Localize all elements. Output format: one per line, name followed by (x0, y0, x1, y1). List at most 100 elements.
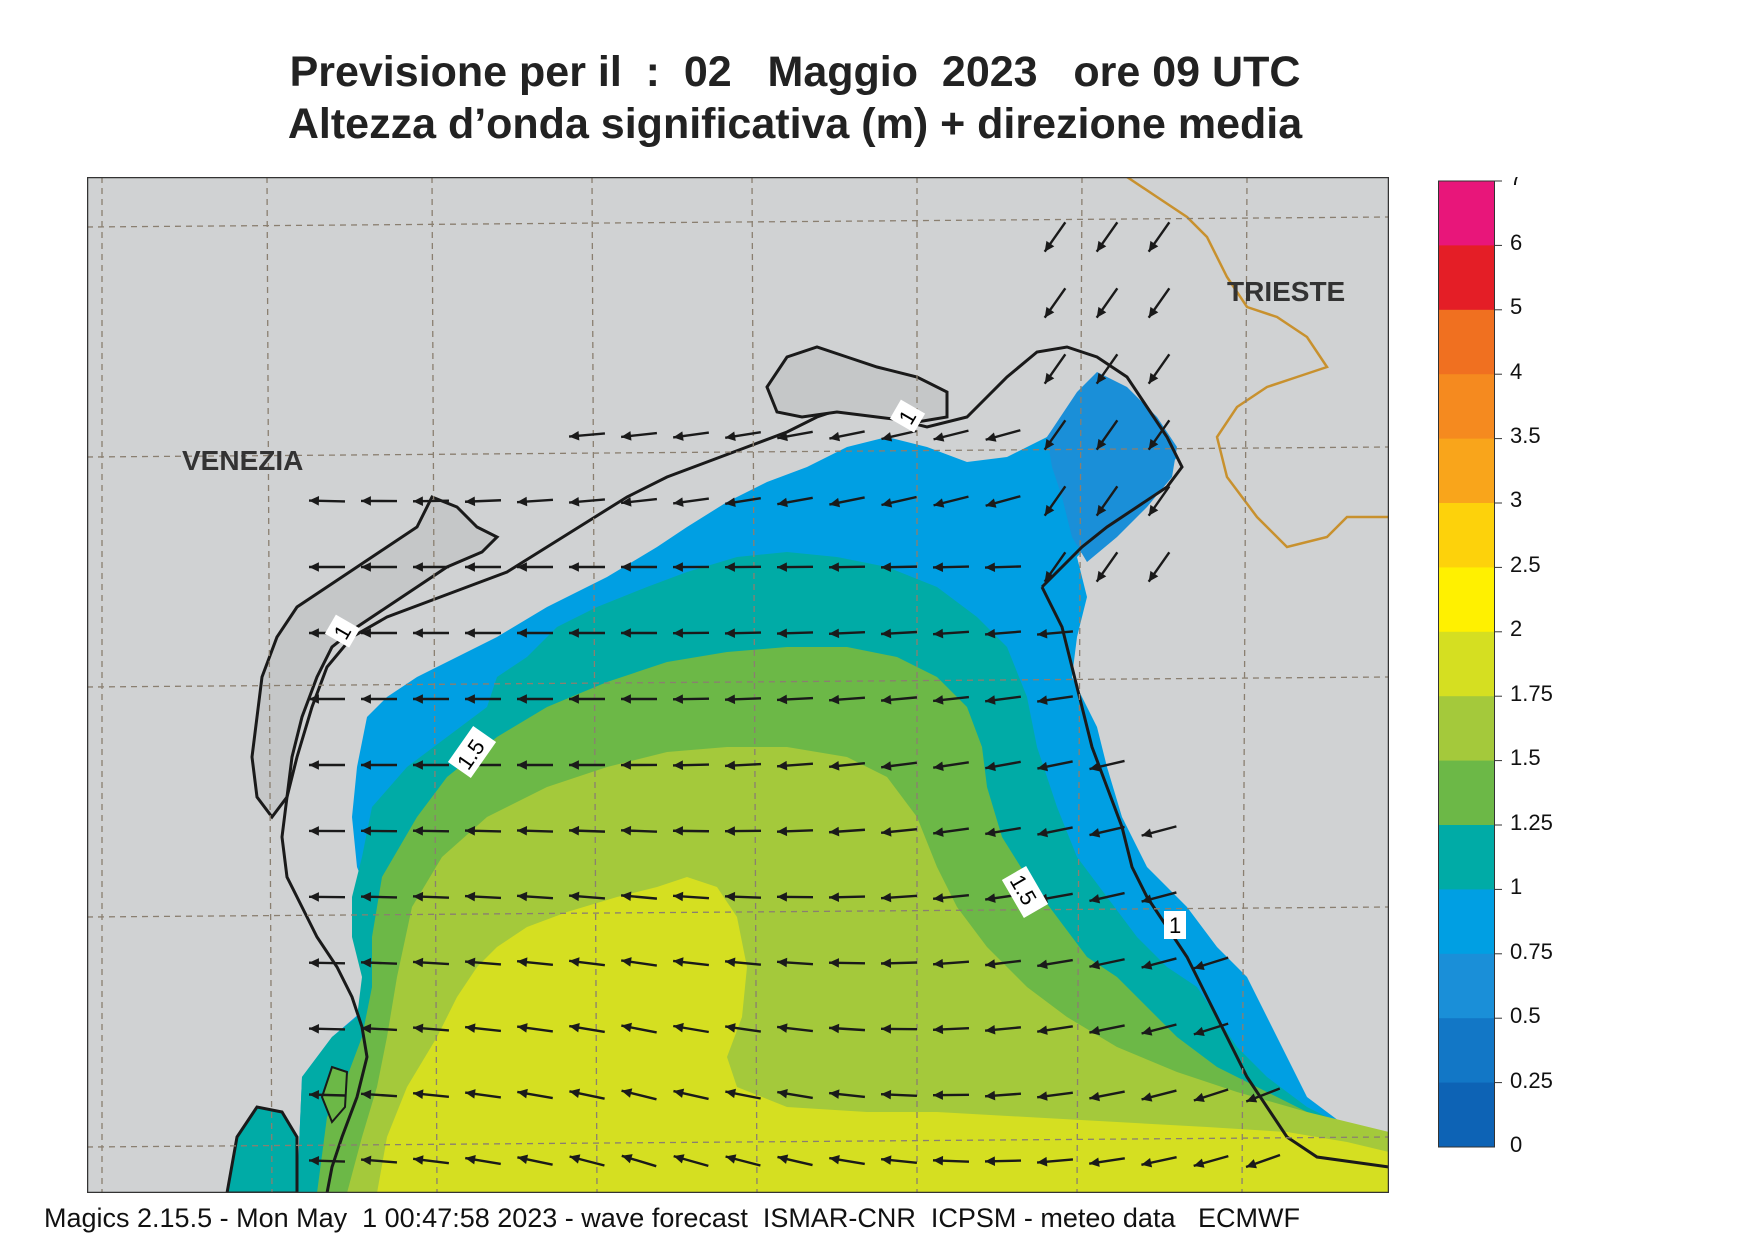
direction-arrow-head (465, 957, 476, 968)
direction-arrow-head (777, 562, 787, 572)
direction-arrow-head (829, 1023, 840, 1034)
direction-arrow-head (569, 957, 580, 967)
direction-arrow-head (517, 1023, 528, 1033)
legend-swatch (1438, 631, 1494, 697)
direction-arrow-head (517, 694, 527, 704)
legend-swatch (1438, 889, 1494, 955)
direction-arrow-head (829, 892, 840, 902)
direction-arrow-head (829, 826, 840, 837)
direction-arrow-head (569, 562, 579, 572)
legend-swatch (1438, 825, 1494, 890)
direction-arrow-head (569, 628, 579, 638)
direction-arrow-head (1096, 306, 1107, 318)
legend-swatch (1438, 953, 1494, 1019)
direction-arrow-head (413, 1089, 424, 1099)
direction-arrow-head (361, 1155, 372, 1166)
direction-arrow-head (517, 628, 527, 638)
direction-arrow-head (985, 695, 996, 705)
legend-swatch (1438, 1018, 1494, 1084)
direction-arrow-head (413, 628, 423, 638)
direction-arrow-head (673, 1088, 685, 1098)
direction-arrow-head (673, 694, 683, 704)
direction-arrow-head (1246, 1093, 1258, 1103)
direction-arrow-head (1037, 695, 1048, 705)
direction-arrow-head (361, 562, 371, 572)
direction-arrow-head (1044, 504, 1055, 516)
direction-arrow-head (985, 1090, 996, 1101)
direction-arrow-head (829, 562, 839, 572)
direction-arrow-head (1141, 894, 1153, 904)
direction-arrow-head (1246, 1159, 1257, 1169)
istria-coast (1040, 586, 1389, 1169)
direction-arrow-head (465, 891, 476, 902)
direction-arrow-head (1141, 828, 1153, 838)
direction-arrow-head (777, 497, 788, 508)
direction-arrow-head (621, 431, 632, 441)
legend-swatch (1438, 374, 1494, 440)
direction-arrow-head (933, 1155, 944, 1166)
direction-arrow-head (1096, 438, 1107, 450)
direction-arrow-head (985, 761, 996, 772)
direction-arrow-head (309, 892, 319, 902)
direction-arrow-head (569, 1154, 581, 1164)
direction-arrow-head (725, 826, 735, 836)
direction-arrow-head (413, 760, 423, 770)
direction-arrow-head (933, 1024, 944, 1035)
direction-arrow-head (1089, 828, 1101, 838)
direction-arrow-head (725, 891, 736, 902)
direction-arrow-head (777, 694, 788, 705)
direction-arrow-head (1089, 1157, 1100, 1167)
legend-swatch (1438, 696, 1494, 762)
direction-arrow-head (725, 1154, 737, 1164)
map-frame (87, 177, 1389, 1193)
direction-arrow-head (881, 761, 892, 771)
direction-arrow-head (621, 891, 632, 902)
direction-arrow-head (1096, 372, 1107, 384)
direction-arrow-head (777, 760, 788, 771)
direction-arrow-head (933, 695, 944, 705)
direction-arrow-head (725, 760, 736, 771)
legend-tick: 4 (1510, 359, 1522, 384)
legend-tick: 6 (1510, 230, 1522, 255)
direction-arrow-head (1148, 240, 1159, 252)
direction-arrow-head (569, 430, 580, 441)
direction-arrow-head (673, 1022, 684, 1033)
direction-arrow-head (1193, 1158, 1205, 1168)
wave-height-map: VENEZIA TRIESTE 1 1 1.5 1.5 1 (87, 177, 1389, 1193)
direction-arrow-head (309, 958, 319, 968)
direction-arrow-head (777, 628, 788, 639)
sea-band-0-5-0-75 (1047, 372, 1177, 562)
direction-arrow-head (621, 825, 632, 836)
legend-tick: 3.5 (1510, 423, 1541, 448)
direction-arrow-head (413, 496, 423, 506)
direction-arrow-head (361, 1089, 372, 1100)
direction-arrow-head (725, 562, 735, 572)
city-label-venezia: VENEZIA (182, 445, 303, 476)
direction-arrow-head (881, 958, 892, 969)
direction-arrow-head (829, 1089, 840, 1099)
direction-arrow-head (465, 496, 476, 507)
direction-arrow-head (517, 496, 528, 507)
direction-arrow-head (621, 1022, 632, 1033)
direction-arrow-head (309, 1155, 320, 1166)
direction-arrow-head (881, 892, 892, 903)
direction-arrow-head (829, 958, 839, 968)
direction-arrow-head (413, 562, 423, 572)
direction-arrow-head (881, 1089, 892, 1100)
direction-arrow-head (1044, 372, 1055, 384)
direction-arrow-head (621, 628, 631, 638)
direction-arrow-head (621, 497, 632, 507)
wave-direction-arrows (308, 221, 1281, 1169)
direction-arrow-head (517, 825, 528, 836)
direction-arrow-head (1037, 1091, 1048, 1101)
direction-arrow-head (1037, 761, 1049, 772)
direction-arrow-head (881, 694, 892, 705)
legend-ticks: 7 6 5 4 3.5 3 2.5 2 1.75 1.5 1.25 1 0.75… (1510, 177, 1553, 1157)
direction-arrow-head (673, 1154, 685, 1164)
direction-arrow-head (413, 1155, 424, 1165)
direction-arrow-head (881, 498, 893, 508)
direction-arrow-head (413, 957, 424, 968)
direction-arrow-head (1037, 827, 1048, 838)
direction-arrow-head (725, 957, 736, 968)
direction-arrow-head (621, 957, 632, 967)
